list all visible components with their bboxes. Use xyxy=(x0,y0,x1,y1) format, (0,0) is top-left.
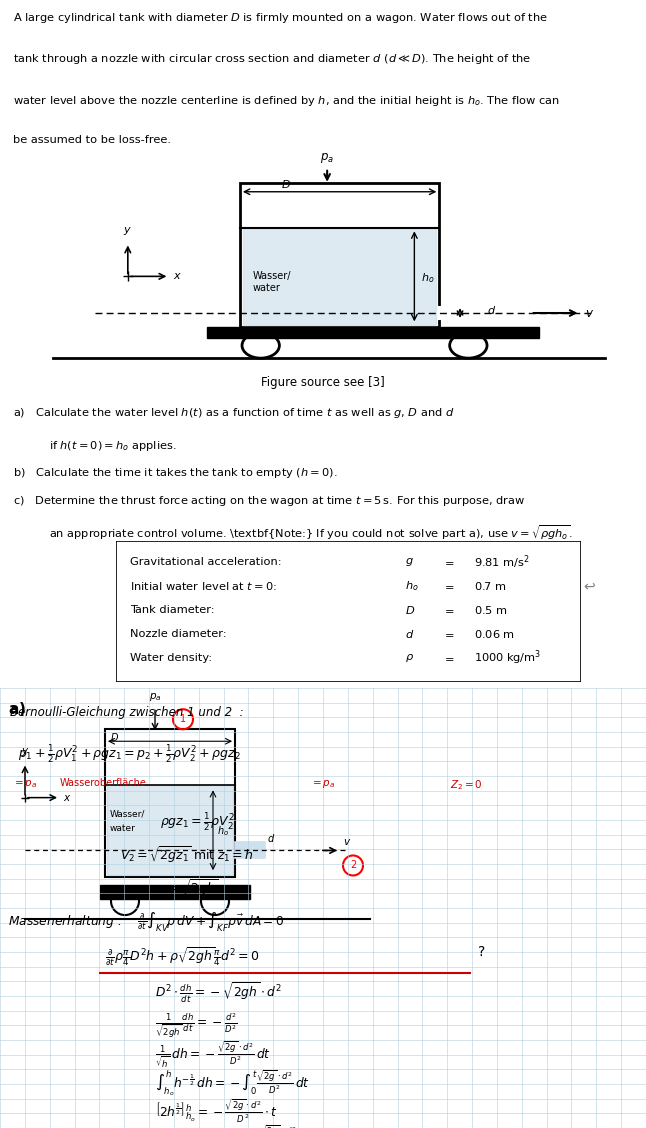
Text: $v$: $v$ xyxy=(585,307,594,319)
Text: $y$: $y$ xyxy=(123,224,132,237)
Text: $\frac{\partial}{\partial t}\rho\frac{\pi}{4}D^2 h + \rho\sqrt{2gh}\frac{\pi}{4}: $\frac{\partial}{\partial t}\rho\frac{\p… xyxy=(105,945,260,968)
Text: $g$: $g$ xyxy=(404,556,413,567)
Text: $\int_{h_o}^{h} h^{-\frac{1}{2}}\,dh = -\int_0^t \frac{\sqrt{2g}\cdot d^2}{D^2}\: $\int_{h_o}^{h} h^{-\frac{1}{2}}\,dh = -… xyxy=(155,1068,310,1099)
Text: $=$: $=$ xyxy=(442,628,454,638)
Text: $0.5\;\mathrm{m}$: $0.5\;\mathrm{m}$ xyxy=(474,603,508,616)
Text: $=$: $=$ xyxy=(442,605,454,615)
Text: $h_o$: $h_o$ xyxy=(404,579,419,592)
Text: $x$: $x$ xyxy=(63,793,72,803)
Text: ?: ? xyxy=(478,945,485,960)
Text: tank through a nozzle with circular cross section and diameter $d$ ($d \ll D$). : tank through a nozzle with circular cros… xyxy=(13,52,531,67)
Text: Bernoulli-Gleichung zwischen 1 und 2  :: Bernoulli-Gleichung zwischen 1 und 2 : xyxy=(10,706,244,719)
Text: Figure source see [3]: Figure source see [3] xyxy=(261,376,385,389)
Text: $=$: $=$ xyxy=(442,581,454,591)
Text: Massenerhaltung : $\quad\frac{\partial}{\partial t}\int_{KV}\rho\,dV + \int_{KF}: Massenerhaltung : $\quad\frac{\partial}{… xyxy=(8,910,284,934)
Text: $= \sqrt{2gh}$: $= \sqrt{2gh}$ xyxy=(165,878,218,898)
Text: Nozzle diameter:: Nozzle diameter: xyxy=(130,628,227,638)
Text: $\rho g z_1 = \frac{1}{2}\rho V_2^2$: $\rho g z_1 = \frac{1}{2}\rho V_2^2$ xyxy=(160,811,234,834)
Text: $p_a$: $p_a$ xyxy=(149,691,162,703)
Text: $= p_a$: $= p_a$ xyxy=(310,778,335,791)
Text: $d$: $d$ xyxy=(487,305,496,316)
Text: $0.7\;\mathrm{m}$: $0.7\;\mathrm{m}$ xyxy=(474,580,507,592)
Text: $y$: $y$ xyxy=(21,746,29,758)
Bar xyxy=(207,327,539,338)
Text: $\hookleftarrow$: $\hookleftarrow$ xyxy=(581,580,597,593)
Bar xyxy=(243,229,437,325)
Text: $x$: $x$ xyxy=(174,272,182,281)
Text: 1: 1 xyxy=(180,714,186,724)
Text: Water density:: Water density: xyxy=(130,653,213,663)
Text: Gravitational acceleration:: Gravitational acceleration: xyxy=(130,557,282,567)
Text: c)   Determine the thrust force acting on the wagon at time $t = 5\,\mathrm{s}$.: c) Determine the thrust force acting on … xyxy=(13,494,525,509)
Text: $= p_a$: $= p_a$ xyxy=(12,778,37,791)
Text: $D$: $D$ xyxy=(280,177,291,190)
Text: $p_a$: $p_a$ xyxy=(320,151,334,165)
Text: $\left[2h^{\frac{1}{2}}\right]_{h_o}^{h} = -\frac{\sqrt{2g}\cdot d^2}{D^2}\cdot : $\left[2h^{\frac{1}{2}}\right]_{h_o}^{h}… xyxy=(155,1098,278,1125)
Text: $\mathbf{a)}$: $\mathbf{a)}$ xyxy=(8,700,26,719)
Text: $d$: $d$ xyxy=(267,832,275,845)
Text: $D$: $D$ xyxy=(110,731,119,743)
Text: b)   Calculate the time it takes the tank to empty ($h = 0$).: b) Calculate the time it takes the tank … xyxy=(13,466,337,479)
Bar xyxy=(235,843,265,858)
Bar xyxy=(100,885,250,899)
Text: $h_o$: $h_o$ xyxy=(421,271,434,284)
Text: $D$: $D$ xyxy=(404,603,415,616)
Text: $1000\;\mathrm{kg/m^3}$: $1000\;\mathrm{kg/m^3}$ xyxy=(474,649,541,667)
Text: an appropriate control volume. \textbf{Note:} If you could not solve part a), us: an appropriate control volume. \textbf{N… xyxy=(49,523,573,541)
Text: water: water xyxy=(110,825,136,834)
Text: a)   Calculate the water level $h(t)$ as a function of time $t$ as well as $g$, : a) Calculate the water level $h(t)$ as a… xyxy=(13,406,455,420)
Text: $Z_2 = 0$: $Z_2 = 0$ xyxy=(450,778,483,792)
Text: $\rho$: $\rho$ xyxy=(404,652,413,663)
Text: $p_1 + \frac{1}{2}\rho V_1^2 + \rho g z_1 = p_2 + \frac{1}{2}\rho V_2^2 + \rho g: $p_1 + \frac{1}{2}\rho V_1^2 + \rho g z_… xyxy=(18,743,240,765)
Text: be assumed to be loss-free.: be assumed to be loss-free. xyxy=(13,134,171,144)
Bar xyxy=(107,785,233,875)
Bar xyxy=(105,730,235,878)
Text: if $h(t=0) = h_o$ applies.: if $h(t=0) = h_o$ applies. xyxy=(49,439,177,452)
Text: $\frac{1}{\sqrt{h}}\,dh = -\frac{\sqrt{2g}\cdot d^2}{D^2}\,dt$: $\frac{1}{\sqrt{h}}\,dh = -\frac{\sqrt{2… xyxy=(155,1040,271,1070)
Text: $9.81\;\mathrm{m/s^2}$: $9.81\;\mathrm{m/s^2}$ xyxy=(474,553,530,571)
Text: Tank diameter:: Tank diameter: xyxy=(130,605,215,615)
Text: Initial water level at $t = 0$:: Initial water level at $t = 0$: xyxy=(130,580,277,592)
Text: $v$: $v$ xyxy=(343,837,351,847)
Text: Wasser/
water: Wasser/ water xyxy=(253,271,291,293)
Text: $=$: $=$ xyxy=(442,653,454,663)
Text: $D^2 \cdot \frac{dh}{dt} = -\sqrt{2gh}\cdot d^2$: $D^2 \cdot \frac{dh}{dt} = -\sqrt{2gh}\c… xyxy=(155,980,282,1005)
Text: $=$: $=$ xyxy=(442,557,454,567)
Bar xyxy=(439,307,481,319)
Text: $V_2 = \sqrt{2g z_1}\;\mathrm{mit}\;z_1 = h$: $V_2 = \sqrt{2g z_1}\;\mathrm{mit}\;z_1 … xyxy=(120,844,254,865)
Text: $h_o$: $h_o$ xyxy=(217,825,229,838)
Text: $\frac{1}{\sqrt{2gh}}\frac{dh}{dt} = -\frac{d^2}{D^2}$: $\frac{1}{\sqrt{2gh}}\frac{dh}{dt} = -\f… xyxy=(155,1012,237,1040)
Bar xyxy=(240,183,439,327)
Text: 2: 2 xyxy=(350,861,356,871)
Text: A large cylindrical tank with diameter $D$ is firmly mounted on a wagon. Water f: A large cylindrical tank with diameter $… xyxy=(13,11,548,25)
Text: Wasser/: Wasser/ xyxy=(110,809,145,818)
Text: $2\sqrt{h} - 2\sqrt{h_o} = -\frac{\sqrt{2g}\cdot d^2}{D^2}\cdot t$: $2\sqrt{h} - 2\sqrt{h_o} = -\frac{\sqrt{… xyxy=(155,1123,313,1128)
Text: water level above the nozzle centerline is defined by $h$, and the initial heigh: water level above the nozzle centerline … xyxy=(13,94,560,107)
Text: $0.06\;\mathrm{m}$: $0.06\;\mathrm{m}$ xyxy=(474,628,515,640)
Text: Wasseroberfläche: Wasseroberfläche xyxy=(60,778,147,788)
Text: $d$: $d$ xyxy=(404,628,414,640)
